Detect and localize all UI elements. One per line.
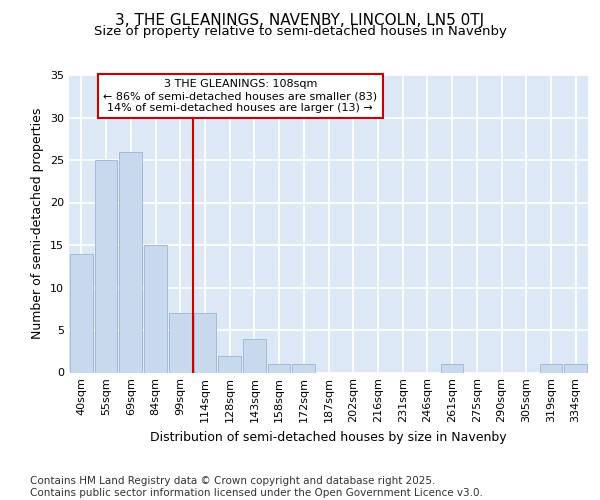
Bar	[564, 364, 587, 372]
Text: Contains HM Land Registry data © Crown copyright and database right 2025.
Contai: Contains HM Land Registry data © Crown c…	[30, 476, 483, 498]
Bar	[218, 356, 241, 372]
Bar	[70, 254, 93, 372]
Bar	[292, 364, 315, 372]
Bar	[194, 313, 216, 372]
Bar	[119, 152, 142, 372]
Bar	[169, 313, 191, 372]
Text: 3, THE GLEANINGS, NAVENBY, LINCOLN, LN5 0TJ: 3, THE GLEANINGS, NAVENBY, LINCOLN, LN5 …	[115, 12, 485, 28]
Bar	[144, 245, 167, 372]
Bar	[268, 364, 290, 372]
Bar	[95, 160, 118, 372]
Text: Size of property relative to semi-detached houses in Navenby: Size of property relative to semi-detach…	[94, 25, 506, 38]
Y-axis label: Number of semi-detached properties: Number of semi-detached properties	[31, 108, 44, 340]
Text: 3 THE GLEANINGS: 108sqm
← 86% of semi-detached houses are smaller (83)
14% of se: 3 THE GLEANINGS: 108sqm ← 86% of semi-de…	[103, 80, 377, 112]
Bar	[441, 364, 463, 372]
Bar	[243, 338, 266, 372]
X-axis label: Distribution of semi-detached houses by size in Navenby: Distribution of semi-detached houses by …	[150, 430, 507, 444]
Bar	[539, 364, 562, 372]
